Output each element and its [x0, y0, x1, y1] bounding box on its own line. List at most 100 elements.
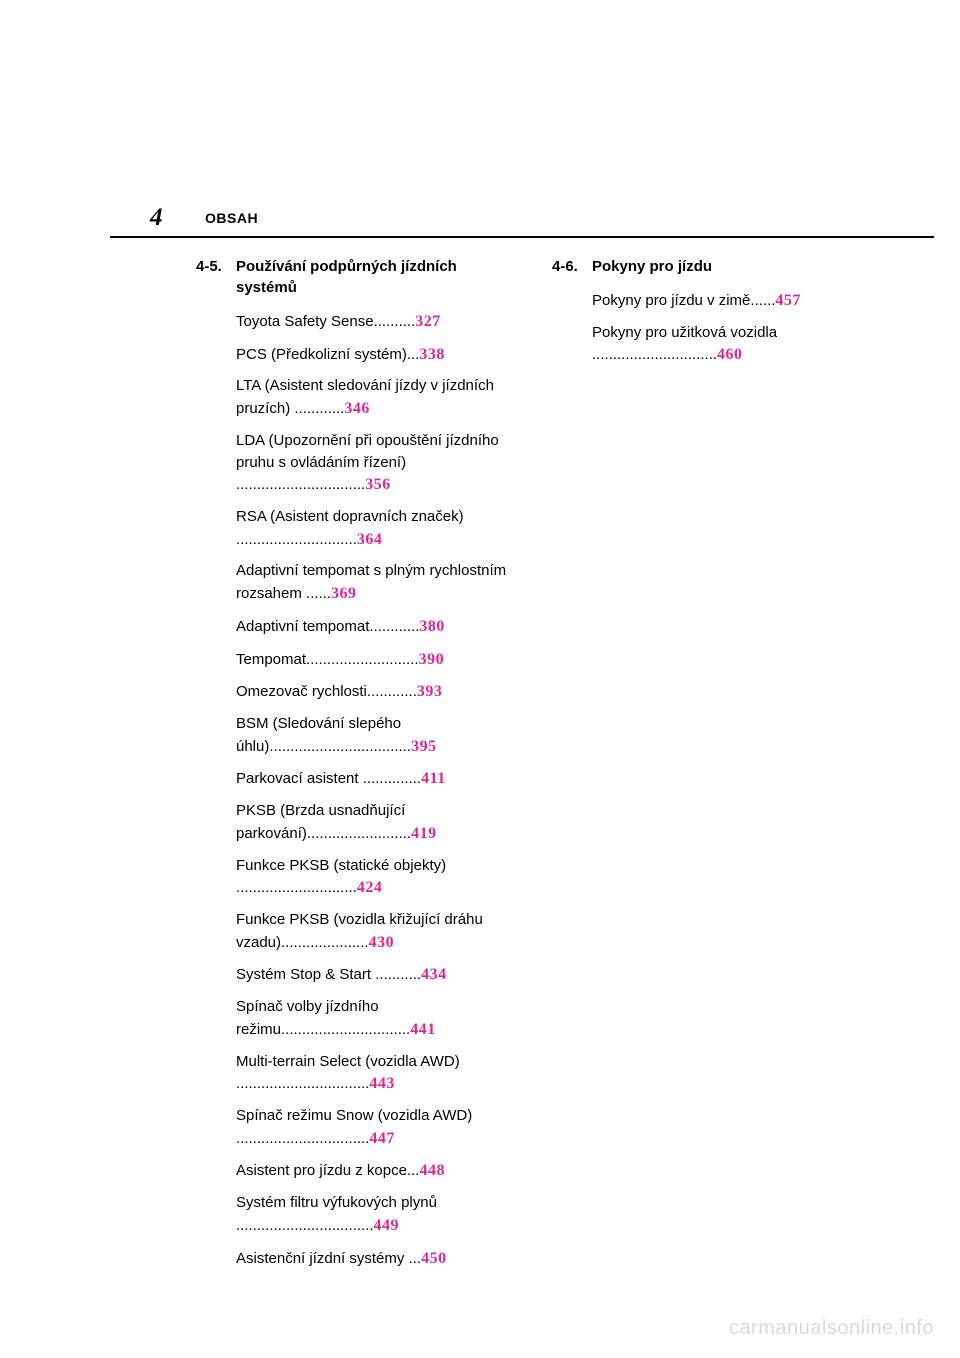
- leader-dots: ...: [409, 1250, 422, 1267]
- leader-dots: ......: [750, 292, 775, 309]
- entry-page: 395: [411, 738, 437, 755]
- entry-label-line2: úhlu): [236, 738, 269, 755]
- entry-page: 390: [419, 651, 445, 668]
- entry-page: 434: [421, 966, 447, 983]
- entry-label-line2: plynů: [401, 1194, 437, 1211]
- leader-dots: ..................................: [269, 738, 411, 755]
- entry-page: 448: [419, 1162, 445, 1179]
- toc-entry: Adaptivní tempomat s plným rychlostním r…: [236, 560, 508, 605]
- leader-dots: .............................: [236, 531, 357, 548]
- entry-page: 447: [369, 1130, 395, 1147]
- entry-label-line1: Adaptivní tempomat s plným: [236, 562, 425, 579]
- leader-dots: ................................: [236, 1130, 369, 1147]
- toc-entry: Multi-terrain Select (vozidla AWD) .....…: [236, 1051, 508, 1096]
- entry-label-line1: Spínač režimu Snow (vozidla: [236, 1107, 429, 1124]
- leader-dots: ...........: [375, 966, 421, 983]
- entry-page: 441: [410, 1021, 436, 1038]
- left-column: 4-5. Používání podpůrných jízdních systé…: [196, 256, 508, 1279]
- watermark: carmanualsonline.info: [729, 1317, 934, 1340]
- entry-page: 460: [717, 346, 743, 363]
- leader-dots: ...........................: [306, 651, 419, 668]
- toc-entry: RSA (Asistent dopravních značek) .......…: [236, 506, 508, 551]
- entry-label: Asistent pro jízdu z kopce: [236, 1162, 407, 1179]
- toc-entry: BSM (Sledování slepého úhlu)............…: [236, 713, 508, 758]
- entry-page: 364: [357, 531, 383, 548]
- leader-dots: ..............: [363, 770, 421, 787]
- entry-label: Adaptivní tempomat: [236, 618, 369, 635]
- toc-entry: Parkovací asistent ..............411: [236, 767, 508, 790]
- entry-label-line1: Pokyny pro užitková: [592, 324, 726, 341]
- entry-label: PCS (Předkolizní systém): [236, 346, 407, 363]
- toc-entry: LTA (Asistent sledování jízdy v jízdních…: [236, 375, 508, 420]
- entry-label: Systém Stop & Start: [236, 966, 371, 983]
- entry-label: Omezovač rychlosti: [236, 683, 367, 700]
- entry-label: Toyota Safety Sense: [236, 313, 374, 330]
- entry-page: 338: [419, 346, 445, 363]
- leader-dots: ...............................: [236, 476, 365, 493]
- leader-dots: ............: [294, 400, 344, 417]
- toc-entry: PKSB (Brzda usnadňující parkování)......…: [236, 800, 508, 845]
- toc-entry: PCS (Předkolizní systém)...338: [236, 343, 508, 366]
- entry-label-line1: Systém filtru výfukových: [236, 1194, 397, 1211]
- leader-dots: ...: [407, 1162, 420, 1179]
- entry-label: Asistenční jízdní systémy: [236, 1250, 404, 1267]
- entry-label-line1: LDA (Upozornění při opouštění: [236, 432, 442, 449]
- header-rule: [110, 236, 934, 238]
- entry-label-line1: PKSB (Brzda usnadňující: [236, 802, 405, 819]
- section-title: Používání podpůrných jízdních systémů: [236, 256, 508, 298]
- leader-dots: .................................: [236, 1217, 374, 1234]
- section-title: Pokyny pro jízdu: [592, 256, 864, 277]
- toc-entry: Pokyny pro užitková vozidla ............…: [592, 322, 864, 367]
- toc-entry: Tempomat...........................390: [236, 648, 508, 671]
- toc-entries-left: Toyota Safety Sense..........327 PCS (Př…: [196, 310, 508, 1270]
- section-heading-4-5: 4-5. Používání podpůrných jízdních systé…: [196, 256, 508, 298]
- entry-page: 443: [369, 1075, 395, 1092]
- entry-label-line2: vozidla: [730, 324, 777, 341]
- entry-label-line2: objekty): [394, 857, 447, 874]
- entry-label-line1: Funkce PKSB (vozidla křižující: [236, 911, 440, 928]
- entry-page: 411: [421, 770, 446, 787]
- entry-page: 327: [415, 313, 441, 330]
- toc-entry: Spínač režimu Snow (vozidla AWD) .......…: [236, 1105, 508, 1150]
- toc-entry: Adaptivní tempomat............380: [236, 615, 508, 638]
- leader-dots: .........................: [307, 825, 411, 842]
- entry-page: 424: [357, 879, 383, 896]
- leader-dots: ..............................: [592, 346, 717, 363]
- toc-entry: Asistent pro jízdu z kopce...448: [236, 1159, 508, 1182]
- entry-page: 450: [421, 1250, 447, 1267]
- entry-label-line2: řízení): [364, 454, 407, 471]
- page: 4 OBSAH 4-5. Používání podpůrných jízdní…: [0, 0, 960, 1358]
- entry-label-line2: značek): [411, 508, 464, 525]
- section-number: 4-5.: [196, 256, 236, 298]
- leader-dots: ...: [407, 346, 420, 363]
- entry-label-line2: AWD): [433, 1107, 472, 1124]
- page-number: 4: [150, 204, 164, 232]
- leader-dots: ............: [367, 683, 417, 700]
- toc-entry: Funkce PKSB (statické objekty) .........…: [236, 855, 508, 900]
- entry-page: 356: [365, 476, 391, 493]
- entry-page: 369: [331, 585, 357, 602]
- entry-label: Tempomat: [236, 651, 306, 668]
- toc-entry: Asistenční jízdní systémy ...450: [236, 1247, 508, 1270]
- entry-page: 457: [775, 292, 801, 309]
- toc-entry: Spínač volby jízdního režimu............…: [236, 996, 508, 1041]
- entry-label: Parkovací asistent: [236, 770, 359, 787]
- entry-page: 380: [419, 618, 445, 635]
- toc-entries-right: Pokyny pro jízdu v zimě......457 Pokyny …: [552, 289, 864, 367]
- entry-page: 419: [411, 825, 437, 842]
- toc-entry: Systém filtru výfukových plynů .........…: [236, 1192, 508, 1237]
- entry-label-line2: režimu: [236, 1021, 281, 1038]
- leader-dots: .....................: [281, 934, 369, 951]
- leader-dots: ................................: [236, 1075, 369, 1092]
- section-label: OBSAH: [205, 210, 258, 226]
- toc-entry: Systém Stop & Start ...........434: [236, 963, 508, 986]
- content-columns: 4-5. Používání podpůrných jízdních systé…: [0, 256, 960, 1279]
- entry-page: 430: [369, 934, 395, 951]
- entry-label: Pokyny pro jízdu v zimě: [592, 292, 750, 309]
- leader-dots: ...............................: [281, 1021, 410, 1038]
- entry-label-line1: Multi-terrain Select (vozidla: [236, 1053, 417, 1070]
- entry-label-line1: RSA (Asistent dopravních: [236, 508, 407, 525]
- entry-page: 449: [374, 1217, 400, 1234]
- section-heading-4-6: 4-6. Pokyny pro jízdu: [552, 256, 864, 277]
- leader-dots: .............................: [236, 879, 357, 896]
